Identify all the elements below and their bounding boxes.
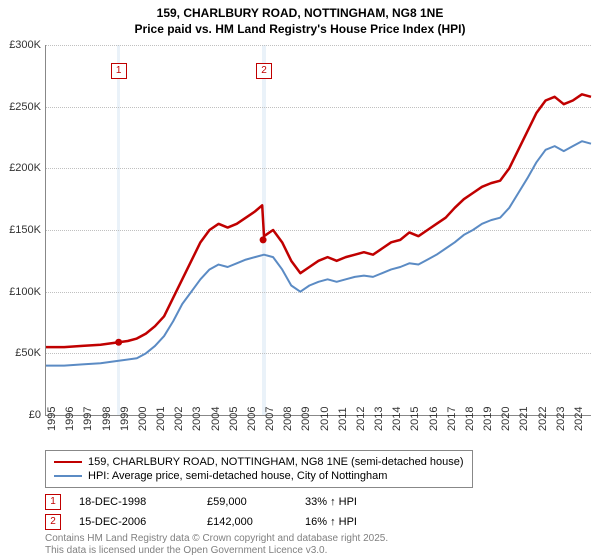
x-axis-label: 2023 xyxy=(555,407,567,431)
x-axis-label: 2013 xyxy=(373,407,385,431)
y-axis-label: £150K xyxy=(1,224,41,236)
x-axis-label: 2006 xyxy=(246,407,258,431)
x-axis-label: 2015 xyxy=(409,407,421,431)
x-axis-label: 2003 xyxy=(191,407,203,431)
x-axis-label: 2008 xyxy=(282,407,294,431)
x-axis-label: 2022 xyxy=(537,407,549,431)
x-axis-label: 2010 xyxy=(319,407,331,431)
x-axis-label: 2012 xyxy=(355,407,367,431)
x-axis-label: 2009 xyxy=(300,407,312,431)
x-axis-label: 2018 xyxy=(464,407,476,431)
transaction-price: £142,000 xyxy=(207,516,287,528)
x-axis-label: 2019 xyxy=(482,407,494,431)
x-axis-label: 2007 xyxy=(264,407,276,431)
transaction-row: 1 18-DEC-1998 £59,000 33% ↑ HPI xyxy=(45,492,395,512)
x-axis-label: 1996 xyxy=(64,407,76,431)
sale-point xyxy=(115,339,122,346)
x-axis-label: 2000 xyxy=(137,407,149,431)
transaction-table: 1 18-DEC-1998 £59,000 33% ↑ HPI 2 15-DEC-2006… xyxy=(45,492,395,532)
x-axis-label: 2001 xyxy=(155,407,167,431)
line-series-svg xyxy=(46,45,591,415)
title-line-1: 159, CHARLBURY ROAD, NOTTINGHAM, NG8 1NE xyxy=(0,6,600,22)
attribution-line-2: This data is licensed under the Open Gov… xyxy=(45,545,388,557)
transaction-delta: 16% ↑ HPI xyxy=(305,516,395,528)
x-axis-label: 1995 xyxy=(46,407,58,431)
legend-row: HPI: Average price, semi-detached house,… xyxy=(54,469,464,483)
x-axis-label: 2021 xyxy=(518,407,530,431)
series-line xyxy=(46,94,591,347)
legend-label: HPI: Average price, semi-detached house,… xyxy=(88,470,387,482)
series-line xyxy=(46,141,591,365)
transaction-row: 2 15-DEC-2006 £142,000 16% ↑ HPI xyxy=(45,512,395,532)
legend-swatch xyxy=(54,461,82,463)
y-axis-label: £250K xyxy=(1,101,41,113)
transaction-delta: 33% ↑ HPI xyxy=(305,496,395,508)
y-axis-label: £200K xyxy=(1,162,41,174)
plot-region: £0£50K£100K£150K£200K£250K£300K199519961… xyxy=(45,45,591,416)
transaction-date: 15-DEC-2006 xyxy=(79,516,189,528)
legend-box: 159, CHARLBURY ROAD, NOTTINGHAM, NG8 1NE… xyxy=(45,450,473,488)
transaction-price: £59,000 xyxy=(207,496,287,508)
chart-title: 159, CHARLBURY ROAD, NOTTINGHAM, NG8 1NE… xyxy=(0,0,600,37)
transaction-marker: 2 xyxy=(256,63,272,79)
x-axis-label: 1998 xyxy=(101,407,113,431)
attribution: Contains HM Land Registry data © Crown c… xyxy=(45,533,388,557)
x-axis-label: 2002 xyxy=(173,407,185,431)
x-axis-label: 2020 xyxy=(500,407,512,431)
x-axis-label: 2017 xyxy=(446,407,458,431)
y-axis-label: £100K xyxy=(1,286,41,298)
y-axis-label: £50K xyxy=(1,347,41,359)
chart-area: £0£50K£100K£150K£200K£250K£300K199519961… xyxy=(45,45,590,415)
legend-row: 159, CHARLBURY ROAD, NOTTINGHAM, NG8 1NE… xyxy=(54,455,464,469)
legend-label: 159, CHARLBURY ROAD, NOTTINGHAM, NG8 1NE… xyxy=(88,456,464,468)
x-axis-label: 1997 xyxy=(82,407,94,431)
transaction-marker: 1 xyxy=(111,63,127,79)
legend-swatch xyxy=(54,475,82,477)
transaction-marker-cell: 2 xyxy=(45,514,61,530)
x-axis-label: 2014 xyxy=(391,407,403,431)
y-axis-label: £0 xyxy=(1,409,41,421)
transaction-date: 18-DEC-1998 xyxy=(79,496,189,508)
x-axis-label: 1999 xyxy=(119,407,131,431)
transaction-marker-cell: 1 xyxy=(45,494,61,510)
x-axis-label: 2004 xyxy=(210,407,222,431)
title-line-2: Price paid vs. HM Land Registry's House … xyxy=(0,22,600,38)
x-axis-label: 2005 xyxy=(228,407,240,431)
x-axis-label: 2011 xyxy=(337,407,349,431)
x-axis-label: 2024 xyxy=(573,407,585,431)
attribution-line-1: Contains HM Land Registry data © Crown c… xyxy=(45,533,388,545)
sale-point xyxy=(260,236,267,243)
y-axis-label: £300K xyxy=(1,39,41,51)
x-axis-label: 2016 xyxy=(428,407,440,431)
